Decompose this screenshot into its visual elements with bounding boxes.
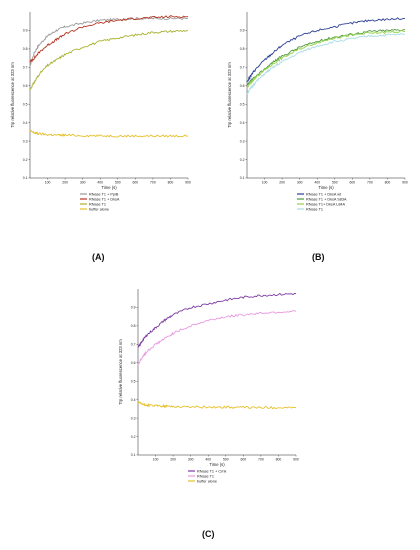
- y-tick-label: 0.3: [240, 139, 245, 143]
- legend-entry: buffer alone: [197, 479, 217, 483]
- x-tick-label: 500: [115, 181, 121, 185]
- x-tick-label: 800: [276, 458, 282, 462]
- y-tick-label: 0.2: [131, 435, 136, 439]
- legend-entry: RNase T1: [306, 207, 323, 211]
- y-axis-label: Trp relative fluorescence at 323 nm: [10, 62, 15, 128]
- y-tick-label: 0.9: [131, 306, 136, 310]
- x-tick-label: 600: [349, 181, 355, 185]
- series-line: [246, 30, 406, 89]
- x-tick-label: 100: [153, 458, 159, 462]
- y-tick-label: 0.3: [131, 416, 136, 420]
- panel-label-b: (B): [312, 252, 325, 262]
- series-line: [246, 17, 406, 83]
- x-tick-label: 100: [262, 181, 268, 185]
- panel-label-a: (A): [92, 252, 105, 262]
- x-tick-label: 100: [45, 181, 51, 185]
- legend-entry: buffer alone: [89, 207, 109, 211]
- y-axis-label: Trp relative fluorescence at 323 nm: [118, 339, 123, 405]
- x-tick-label: 600: [240, 458, 246, 462]
- x-tick-label: 400: [97, 181, 103, 185]
- x-tick-label: 900: [185, 181, 191, 185]
- y-tick-label: 0.6: [131, 361, 136, 365]
- x-tick-label: 500: [332, 181, 338, 185]
- y-tick-label: 0.8: [23, 47, 28, 51]
- series-line: [29, 15, 189, 63]
- y-tick-label: 0.9: [240, 29, 245, 33]
- y-tick-label: 0.6: [23, 84, 28, 88]
- series-line: [137, 401, 297, 410]
- y-tick-label: 0.7: [240, 66, 245, 70]
- x-tick-label: 200: [279, 181, 285, 185]
- x-tick-label: 800: [385, 181, 391, 185]
- legend-entry: RNase T1 + DksA wt: [306, 192, 342, 196]
- legend-entry: RNase T1: [197, 474, 214, 478]
- y-axis-label: Trp relative fluorescence at 323 nm: [227, 62, 232, 128]
- legend-entry: RNase T1+ DksA L84A: [306, 202, 346, 206]
- y-tick-label: 0.1: [131, 453, 136, 457]
- series-line: [137, 309, 297, 366]
- panel-label-c: (C): [202, 529, 215, 539]
- x-tick-label: 900: [293, 458, 299, 462]
- y-tick-label: 0.4: [240, 121, 245, 125]
- y-tick-label: 0.5: [23, 102, 28, 106]
- x-tick-label: 200: [62, 181, 68, 185]
- legend-entry: RNase T1 + DksA: [89, 197, 120, 201]
- x-tick-label: 300: [188, 458, 194, 462]
- x-tick-label: 400: [314, 181, 320, 185]
- y-tick-label: 0.6: [240, 84, 245, 88]
- y-tick-label: 0.3: [23, 139, 28, 143]
- series-line: [29, 129, 189, 138]
- legend-entry: RNase T1 + PpiB: [89, 192, 119, 196]
- x-tick-label: 700: [150, 181, 156, 185]
- legend-entry: RNase T1 + DksA S83A: [306, 197, 347, 201]
- x-tick-label: 200: [170, 458, 176, 462]
- series-line: [29, 29, 189, 90]
- chart-panel-a: 0.1 0.2 0.3 0.4 0.5 0.6 0.7 0.8 0.9 100 200 300 400 5…: [10, 12, 191, 211]
- y-tick-label: 0.2: [240, 158, 245, 162]
- x-tick-label: 900: [402, 181, 408, 185]
- x-tick-label: 500: [223, 458, 229, 462]
- y-tick-label: 0.1: [23, 176, 28, 180]
- y-tick-label: 0.9: [23, 29, 28, 33]
- chart-panel-b: 0.1 0.2 0.3 0.4 0.5 0.6 0.7 0.8 0.9 100 200 300 400 5…: [227, 12, 408, 211]
- series-line: [246, 33, 406, 94]
- x-tick-label: 700: [367, 181, 373, 185]
- x-tick-label: 400: [205, 458, 211, 462]
- y-tick-label: 0.5: [240, 102, 245, 106]
- series-line: [29, 16, 189, 66]
- y-tick-label: 0.8: [240, 47, 245, 51]
- x-tick-label: 800: [168, 181, 174, 185]
- y-tick-label: 0.8: [131, 324, 136, 328]
- x-tick-label: 300: [297, 181, 303, 185]
- x-tick-label: 600: [132, 181, 138, 185]
- y-tick-label: 0.4: [131, 398, 136, 402]
- y-tick-label: 0.2: [23, 158, 28, 162]
- x-axis-label: Time (s): [101, 185, 117, 190]
- y-tick-label: 0.5: [131, 379, 136, 383]
- y-tick-label: 0.7: [131, 343, 136, 347]
- x-tick-label: 700: [258, 458, 264, 462]
- y-tick-label: 0.1: [240, 176, 245, 180]
- x-tick-label: 300: [80, 181, 86, 185]
- series-line: [246, 29, 406, 86]
- legend-entry: RNase T1 + Crnk: [197, 469, 226, 473]
- series-line: [137, 292, 297, 348]
- y-tick-label: 0.7: [23, 66, 28, 70]
- legend-entry: RNase T1: [89, 202, 106, 206]
- y-tick-label: 0.4: [23, 121, 28, 125]
- x-axis-label: Time (s): [318, 185, 334, 190]
- chart-panel-c: 0.1 0.2 0.3 0.4 0.5 0.6 0.7 0.8 0.9 100 200 300 400 5…: [118, 289, 299, 483]
- x-axis-label: Time (s): [209, 462, 225, 467]
